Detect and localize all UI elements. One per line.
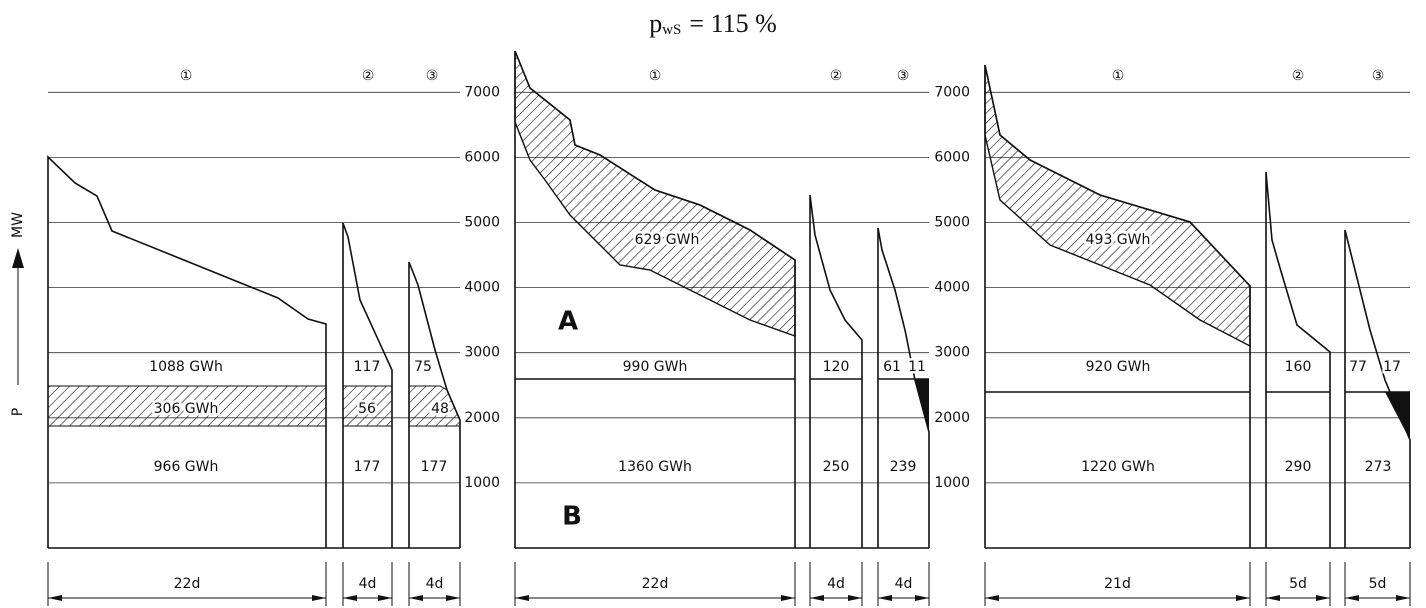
arrow-head [1236, 595, 1250, 601]
y-tick-label: 5000 [464, 215, 500, 231]
y-tick-label: 2000 [464, 410, 500, 426]
arrow-head [1266, 595, 1280, 601]
duration-label: 22d [174, 576, 201, 592]
y-tick-label: 1000 [464, 475, 500, 491]
column-label: ② [1292, 68, 1305, 84]
y-tick-label: 4000 [464, 280, 500, 296]
duration-label: 21d [1104, 576, 1131, 592]
energy-label: 75 [414, 359, 432, 375]
title-symbol: p [649, 9, 662, 38]
duration-label: 4d [827, 576, 845, 592]
y-tick-label: 5000 [934, 215, 970, 231]
duration-label: 22d [642, 576, 669, 592]
energy-label: 990 GWh [623, 359, 688, 375]
panel-3 [984, 64, 1411, 549]
energy-label: 920 GWh [1086, 359, 1151, 375]
title-text: = 115 % [689, 9, 776, 38]
arrow-head [343, 595, 357, 601]
marker-label: B [562, 502, 582, 532]
arrow-head [878, 595, 892, 601]
y-tick-label: 1000 [934, 475, 970, 491]
title-subscript: wS [662, 22, 681, 38]
energy-label: 120 [823, 359, 850, 375]
energy-label: 1220 GWh [1081, 459, 1155, 475]
energy-label: 1360 GWh [618, 459, 692, 475]
energy-label: 1088 GWh [149, 359, 223, 375]
energy-label: 48 [431, 401, 449, 417]
energy-label: 17 [1383, 359, 1401, 375]
energy-label: 61 [883, 359, 901, 375]
energy-label: 629 GWh [635, 232, 700, 248]
arrow-head [378, 595, 392, 601]
arrow-head [781, 595, 795, 601]
arrow-head [515, 595, 529, 601]
energy-label: 177 [354, 459, 381, 475]
labels: 1000 1000 2000 2000 3000 3000 4000 4000 5000 5000… [47, 68, 1411, 606]
energy-label: 77 [1349, 359, 1367, 375]
column-label: ② [830, 68, 843, 84]
y-tick-label: 4000 [934, 280, 970, 296]
arrow-head [446, 595, 460, 601]
energy-label: 966 GWh [154, 459, 219, 475]
energy-label: 11 [908, 359, 926, 375]
y-tick-label: 2000 [934, 410, 970, 426]
column-label: ③ [1372, 68, 1385, 84]
arrow-head [1345, 595, 1359, 601]
y-tick-label: 3000 [934, 345, 970, 361]
duration-label: 4d [895, 576, 913, 592]
arrow-head [985, 595, 999, 601]
arrow-head [409, 595, 423, 601]
column-label: ① [649, 68, 662, 84]
energy-label: 306 GWh [154, 401, 219, 417]
energy-label: 177 [421, 459, 448, 475]
panel-2 [514, 50, 930, 549]
axis-label: P MW [10, 212, 26, 416]
duration-label: 4d [426, 576, 444, 592]
energy-label: 493 GWh [1086, 232, 1151, 248]
y-tick-label: 7000 [464, 84, 500, 100]
y-tick-label: 7000 [934, 84, 970, 100]
energy-label: 117 [354, 359, 381, 375]
panel-1 [47, 155, 461, 549]
arrow-head [1396, 595, 1410, 601]
duration-label: 5d [1289, 576, 1307, 592]
axis-unit: MW [10, 212, 26, 238]
marker-label: A [558, 307, 578, 337]
energy-label: 273 [1365, 459, 1392, 475]
duration-label: 5d [1369, 576, 1387, 592]
arrow-head [1316, 595, 1330, 601]
energy-label: 239 [890, 459, 917, 475]
energy-label: 160 [1285, 359, 1312, 375]
column-label: ② [362, 68, 375, 84]
axis-symbol: P [10, 408, 26, 416]
column-label: ③ [897, 68, 910, 84]
column-label: ① [1112, 68, 1125, 84]
y-tick-label: 3000 [464, 345, 500, 361]
arrow-head [848, 595, 862, 601]
arrow-head [810, 595, 824, 601]
column-label: ③ [426, 68, 439, 84]
arrow-head [312, 595, 326, 601]
y-tick-label: 6000 [934, 149, 970, 165]
duration-label: 4d [359, 576, 377, 592]
column-label: ① [180, 68, 193, 84]
title: pwS = 115 % [649, 9, 777, 38]
energy-label: 56 [358, 401, 376, 417]
arrow-head [48, 595, 62, 601]
y-tick-label: 6000 [464, 149, 500, 165]
energy-label: 290 [1285, 459, 1312, 475]
arrow-head [915, 595, 929, 601]
energy-label: 250 [823, 459, 850, 475]
